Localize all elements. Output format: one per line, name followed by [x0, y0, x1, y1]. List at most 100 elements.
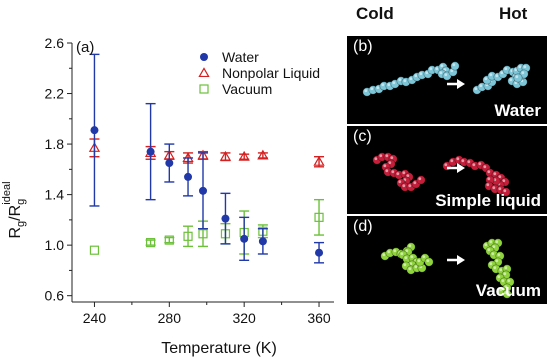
x-tick-label: 280	[158, 310, 182, 326]
bead-highlight	[483, 165, 487, 169]
bead-highlight	[461, 159, 465, 163]
bead-highlight	[501, 279, 505, 283]
nonpolar-liquid-point	[219, 150, 232, 161]
y-label-sup: ideal	[1, 181, 13, 204]
bead-highlight	[514, 68, 518, 72]
ticks: 0.6 1.0 1.4 1.8 2.2 2.6 240 280 320 360	[45, 35, 331, 326]
bead-highlight	[404, 256, 408, 260]
bead-highlight	[456, 157, 460, 161]
bead-highlight	[409, 262, 413, 266]
bead-highlight	[390, 156, 394, 160]
bead-highlight	[450, 159, 454, 163]
water-point	[146, 147, 155, 156]
bead-highlight	[489, 73, 493, 77]
bead-highlight	[400, 252, 404, 256]
bead-highlight	[502, 179, 506, 183]
bead-highlight	[495, 259, 499, 263]
bead-highlight	[497, 275, 501, 279]
panel-caption-simple-liquid: Simple liquid	[435, 191, 541, 210]
bead-highlight	[444, 73, 448, 77]
bead-highlight	[444, 163, 448, 167]
bead-highlight	[499, 288, 503, 292]
bead-highlight	[498, 187, 502, 191]
bead-highlight	[388, 161, 392, 165]
panel-vacuum: (d) Vacuum	[347, 216, 547, 304]
bead-highlight	[392, 81, 396, 85]
vacuum-cold-chain	[380, 242, 434, 275]
x-axis-label: Temperature (K)	[161, 340, 277, 357]
bead-highlight	[387, 250, 391, 254]
bead-highlight	[479, 84, 483, 88]
bead-highlight	[419, 72, 423, 76]
bead-highlight	[406, 174, 410, 178]
bead-highlight	[486, 183, 490, 187]
y-tick-label: 1.0	[45, 237, 65, 253]
bead-highlight	[402, 171, 406, 175]
bead-highlight	[493, 172, 497, 176]
bead-highlight	[489, 240, 493, 244]
bead-highlight	[422, 255, 426, 259]
bead-highlight	[413, 181, 417, 185]
bead-highlight	[507, 279, 511, 283]
bead-highlight	[403, 79, 407, 83]
bead-highlight	[408, 267, 412, 271]
panel-caption-water: Water	[494, 101, 541, 120]
legend-label-nonpolar-liquid: Nonpolar Liquid	[222, 65, 320, 81]
water-point	[165, 159, 174, 168]
bead-highlight	[493, 266, 497, 270]
vacuum-point	[183, 231, 193, 241]
y-tick-label: 1.4	[45, 187, 65, 203]
panel-label-c: (c)	[353, 128, 372, 145]
bead-highlight	[417, 259, 421, 263]
legend-marker-vacuum	[199, 84, 209, 94]
water-arrow	[447, 79, 465, 89]
bead-highlight	[487, 177, 491, 181]
bead-highlight	[478, 162, 482, 166]
y-tick-label: 2.6	[45, 35, 65, 51]
bead-highlight	[383, 164, 387, 168]
bead-highlight	[499, 268, 503, 272]
bead-highlight	[474, 87, 478, 91]
bead	[416, 175, 426, 185]
legend-marker-water	[200, 53, 208, 61]
bead-highlight	[382, 253, 386, 257]
vacuum-point	[164, 235, 174, 245]
bead-highlight	[374, 157, 378, 161]
bead-highlight	[439, 71, 443, 75]
nonpolar-liquid-point	[313, 155, 325, 166]
bead-highlight	[376, 86, 380, 90]
bead-highlight	[402, 184, 406, 188]
panel-simple-liquid: (c) Simple liquid	[347, 126, 547, 214]
y-label-denominator: R	[7, 205, 24, 217]
bead-highlight	[426, 259, 430, 263]
x-tick-label: 240	[83, 310, 107, 326]
water-point	[240, 234, 249, 243]
bead-highlight	[492, 186, 496, 190]
y-label-numerator: R	[7, 227, 24, 239]
bead-highlight	[403, 263, 407, 267]
arrow-head	[457, 255, 465, 265]
bead-highlight	[440, 64, 444, 68]
bead-highlight	[498, 175, 502, 179]
y-tick-label: 1.8	[45, 136, 65, 152]
svg-text:Rg/Rgideal: Rg/Rgideal	[1, 181, 27, 238]
bead-highlight	[495, 240, 499, 244]
bead-highlight	[504, 266, 508, 270]
bead-highlight	[523, 65, 527, 69]
bead-highlight	[381, 83, 385, 87]
simple-liquid-arrow	[447, 163, 465, 173]
bead	[450, 61, 460, 71]
bead-highlight	[521, 71, 525, 75]
bead-highlight	[472, 163, 476, 167]
bead-highlight	[385, 154, 389, 158]
water-cold-chain	[362, 61, 460, 97]
bead-highlight	[418, 177, 422, 181]
bead-highlight	[484, 77, 488, 81]
bead-highlight	[450, 69, 454, 73]
bead-highlight	[410, 255, 414, 259]
nonpolar-liquid-point	[238, 150, 250, 161]
axes	[71, 43, 334, 303]
bead-highlight	[497, 253, 501, 257]
panel-simple-liquid-image	[372, 152, 511, 197]
